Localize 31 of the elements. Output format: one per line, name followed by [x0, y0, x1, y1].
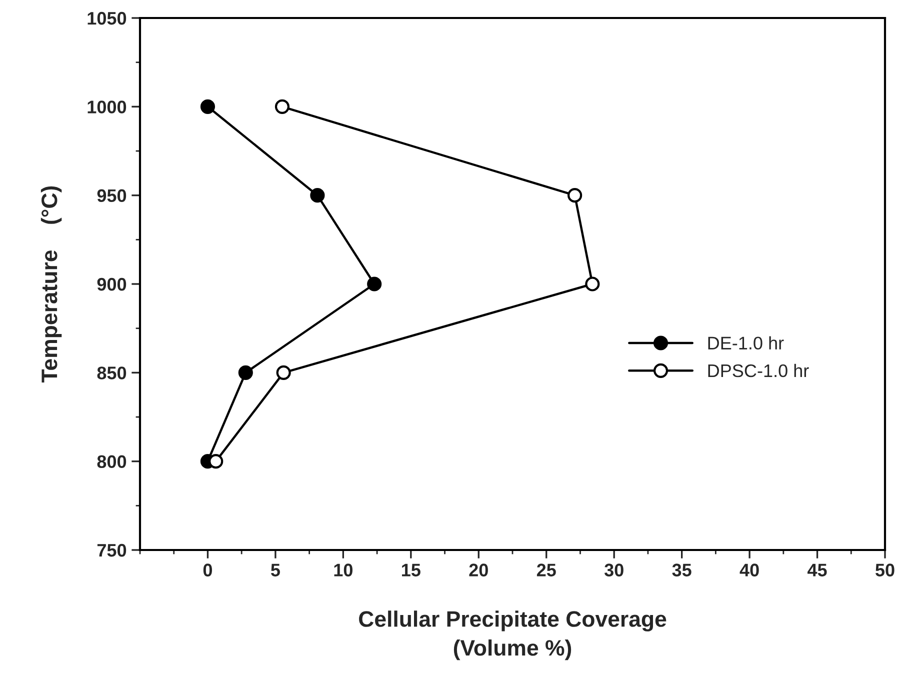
point [310, 188, 325, 203]
x-tick-label: 20 [469, 564, 488, 576]
point [208, 454, 224, 469]
legend-label: DE-1.0 hr [708, 336, 784, 350]
point [276, 365, 291, 380]
y-tick-label: 750 [97, 544, 126, 557]
point [367, 276, 382, 292]
x-tick-label: 35 [672, 564, 692, 576]
x-axis-title: Cellular Precipitate Coverage (Volume %) [359, 610, 666, 660]
x-tick-label: 30 [604, 564, 624, 576]
x-tick-label: 5 [270, 564, 280, 576]
point [274, 99, 290, 114]
legend-label: DPSC-1.0 hr [708, 364, 809, 378]
y-tick-label: 1050 [88, 12, 126, 25]
y-tick-label: 900 [97, 278, 126, 291]
y-tick-label: 800 [97, 455, 126, 468]
x-tick-label: 45 [808, 564, 827, 576]
y-tick-label: 1000 [88, 100, 126, 114]
y-tick-label: 850 [97, 366, 126, 380]
point [585, 276, 600, 292]
x-tick-label: 25 [536, 564, 556, 576]
point [200, 99, 216, 114]
x-tick-label: 10 [334, 564, 352, 576]
x-tick-label: 50 [876, 564, 894, 576]
point [238, 365, 253, 380]
y-axis-title: Temperature (°C) [40, 186, 62, 382]
x-tick-label: 0 [203, 564, 212, 576]
x-tick-label: 40 [740, 564, 759, 576]
y-tick-label: 950 [97, 189, 126, 202]
point [568, 188, 582, 203]
x-tick-label: 15 [402, 564, 420, 576]
